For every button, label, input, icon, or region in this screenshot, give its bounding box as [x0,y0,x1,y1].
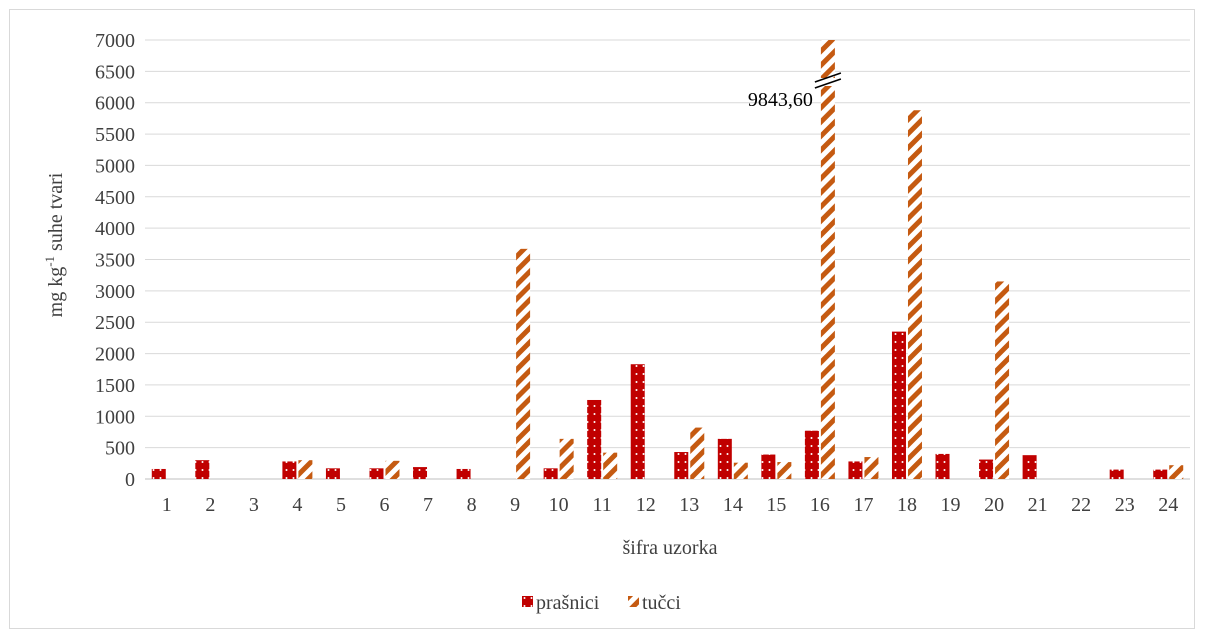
bar-dots [195,460,210,479]
bar-diagonal [690,427,705,479]
x-tick-label: 18 [897,494,917,516]
bar-dots [1153,469,1168,479]
bar-chart: 0 500 1000 1500 2000 2500 3000 3500 4000 4500 5000… [42,30,1190,614]
bar-diagonal [733,462,748,479]
bar-dots [717,438,732,479]
bar-diagonal [864,457,879,479]
bar-dots [413,467,428,479]
y-tick-label: 1000 [95,406,135,428]
bar-dots [151,468,166,479]
x-tick-labels: 1 2 3 4 5 6 7 8 9 10 11 12 13 14 15 16 17 18 19 20 21 22 23 24 [162,494,1178,516]
bar-dots [935,453,950,479]
legend-label: prašnici [536,592,600,614]
y-tick-label: 5000 [95,155,135,177]
bar-diagonal [907,110,922,480]
y-tick-label: 2500 [95,312,135,334]
y-tick-label: 1500 [95,375,135,397]
break-value-label: 9843,60 [748,89,813,111]
y-tick-label: 5500 [95,124,135,146]
bar-diagonal [603,452,618,479]
bars [151,40,1184,480]
y-tick-label: 6500 [95,61,135,83]
y-tick-label: 6000 [95,93,135,115]
axis-break-annotation: 9843,60 [748,72,842,111]
legend: prašnici tučci [522,592,681,614]
x-axis-title: šifra uzorka [623,537,718,559]
bar-dots [1022,455,1037,479]
bar-diagonal [820,40,835,479]
x-tick-label: 21 [1028,494,1048,516]
bar-dots [891,331,906,479]
x-tick-label: 1 [162,494,172,516]
bar-diagonal [385,460,400,479]
x-tick-label: 11 [593,494,612,516]
bar-dots [282,461,297,479]
x-tick-label: 3 [249,494,259,516]
bar-dots [369,468,384,479]
bar-diagonal [1169,465,1184,479]
x-tick-label: 12 [636,494,656,516]
y-tick-label: 500 [105,438,135,460]
bar-dots [979,459,994,479]
bar-dots [804,430,819,479]
x-tick-label: 13 [679,494,699,516]
y-tick-label: 3500 [95,250,135,272]
y-tick-labels: 0 500 1000 1500 2000 2500 3000 3500 4000 4500 5000… [95,30,135,491]
chart-frame: 0 500 1000 1500 2000 2500 3000 3500 4000 4500 5000… [9,9,1195,629]
bar-dots [848,461,863,479]
legend-label: tučci [642,592,681,614]
x-tick-label: 23 [1115,494,1135,516]
bar-dots [543,468,558,479]
x-tick-label: 20 [984,494,1004,516]
bar-diagonal [298,460,313,479]
y-tick-label: 7000 [95,30,135,52]
x-tick-label: 22 [1071,494,1091,516]
y-tick-label: 2000 [95,344,135,366]
y-axis-title: mg kg-1 suhe tvari [42,172,67,317]
x-tick-label: 4 [292,494,302,516]
x-tick-label: 2 [205,494,215,516]
y-tick-label: 4000 [95,218,135,240]
x-tick-label: 7 [423,494,433,516]
x-tick-label: 24 [1158,494,1178,516]
y-tick-label: 3000 [95,281,135,303]
bar-dots [325,468,340,479]
bar-diagonal [995,281,1010,479]
axis-break-line [814,72,842,83]
bar-dots [674,452,689,479]
bar-diagonal [777,462,792,479]
x-tick-label: 14 [723,494,743,516]
axis-break-gap [816,78,839,86]
x-tick-label: 5 [336,494,346,516]
bar-dots [587,399,602,479]
axis-break-line [814,78,842,89]
legend-swatch-diagonal [628,596,639,607]
bar-dots [1109,469,1124,479]
bar-diagonal [516,248,531,479]
bar-dots [456,468,471,479]
y-tick-label: 0 [125,469,135,491]
y-tick-label: 4500 [95,187,135,209]
x-tick-label: 19 [941,494,961,516]
legend-swatch-dots [522,596,533,607]
x-tick-label: 15 [766,494,786,516]
x-tick-label: 16 [810,494,830,516]
x-tick-label: 8 [467,494,477,516]
bar-dots [630,364,645,479]
x-tick-label: 10 [549,494,569,516]
x-tick-label: 9 [510,494,520,516]
bar-diagonal [559,438,574,479]
gridlines [145,39,1190,480]
x-tick-label: 17 [853,494,873,516]
x-tick-label: 6 [379,494,389,516]
bar-dots [761,454,776,479]
